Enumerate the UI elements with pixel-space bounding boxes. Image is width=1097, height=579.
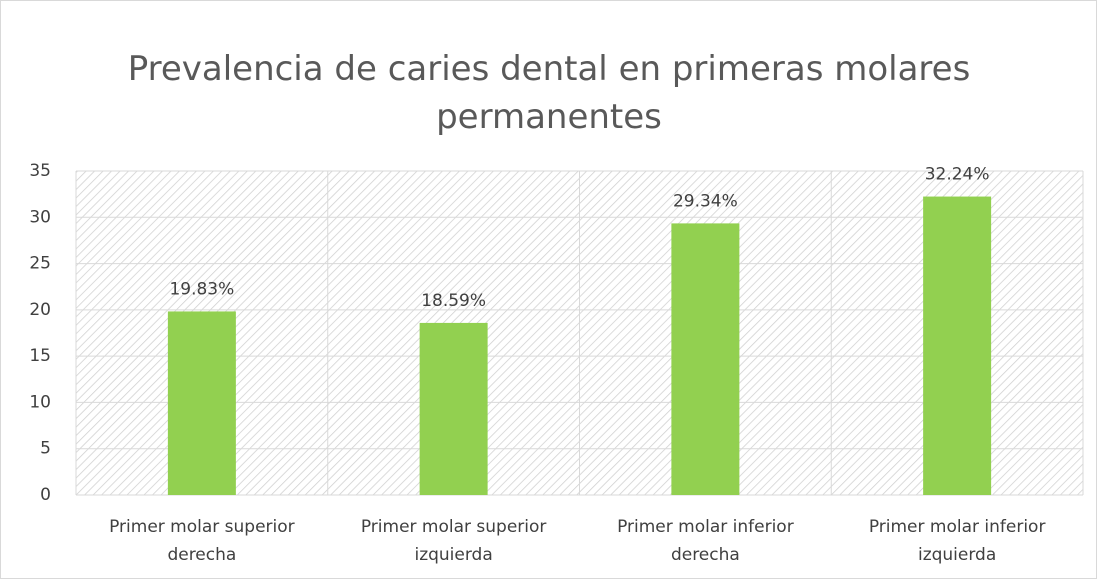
y-tick-label: 25 bbox=[29, 254, 51, 274]
data-label: 32.24% bbox=[925, 165, 990, 185]
data-label: 29.34% bbox=[673, 191, 738, 211]
y-tick-label: 35 bbox=[29, 161, 51, 181]
data-label: 19.83% bbox=[169, 279, 234, 299]
y-tick-label: 0 bbox=[40, 485, 51, 505]
x-tick-label: Primer molar superior izquierda bbox=[360, 517, 547, 565]
x-tick-label: Primer molar inferior derecha bbox=[617, 517, 794, 565]
bar bbox=[419, 322, 488, 495]
x-tick-label: Primer molar inferior izquierda bbox=[868, 517, 1046, 565]
y-tick-label: 20 bbox=[29, 300, 51, 320]
bar bbox=[923, 196, 992, 495]
chart-title: Prevalencia de caries dental en primeras… bbox=[127, 49, 971, 137]
bar bbox=[671, 223, 740, 495]
bar bbox=[167, 311, 236, 495]
y-tick-label: 5 bbox=[40, 439, 51, 459]
y-tick-label: 10 bbox=[29, 392, 51, 412]
data-label: 18.59% bbox=[421, 291, 486, 311]
y-tick-label: 15 bbox=[29, 346, 51, 366]
y-tick-label: 30 bbox=[29, 207, 51, 227]
x-tick-label: Primer molar superior derecha bbox=[109, 517, 295, 565]
